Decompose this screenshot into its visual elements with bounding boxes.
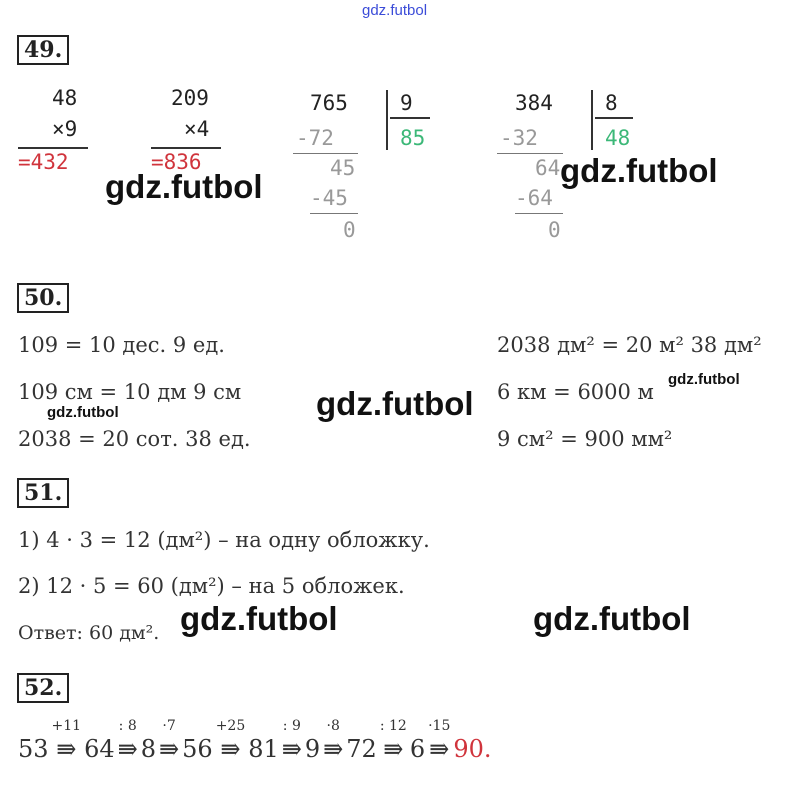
p50-left-line: 2038 = 20 сот. 38 ед.	[18, 427, 251, 451]
div1-dividend: 765	[310, 91, 348, 115]
arrow-icon: ⇛	[56, 735, 77, 763]
mult1-b: ×9	[52, 117, 78, 141]
operation-chain: 53 +11 ⇛ 64: 8 ⇛ 8·7 ⇛ 56 +25 ⇛ 81: 9 ⇛ 9·8 ⇛ 72: 12 ⇛ 6…	[18, 718, 492, 764]
watermark-top: gdz.futbol	[362, 2, 428, 19]
operation-label: : 8	[118, 718, 137, 734]
chain-result: 90.	[453, 735, 492, 763]
div2-sub1: -32	[500, 126, 538, 150]
arrow-icon: ⇛	[323, 735, 344, 763]
p50-right-line: 6 км = 6000 м	[497, 380, 654, 404]
p50-left-line: 109 см = 10 дм 9 см	[18, 380, 242, 404]
watermark: gdz.futbol	[105, 168, 263, 205]
transform-arrow: : 9 ⇛	[282, 718, 302, 764]
div2-divisor: 8	[605, 91, 618, 115]
watermark: gdz.futbol	[533, 600, 691, 637]
operation-label: : 12	[379, 718, 407, 734]
chain-number: 8	[140, 735, 157, 763]
mult2-a: 209	[171, 86, 209, 110]
div1-sub1: -72	[296, 126, 334, 150]
divider	[151, 147, 221, 149]
div1-rem1: 45	[330, 156, 356, 180]
arrow-icon: ⇛	[117, 735, 138, 763]
watermark: gdz.futbol	[668, 371, 740, 388]
mult1-a: 48	[52, 86, 78, 110]
transform-arrow: : 12 ⇛	[380, 718, 407, 764]
divider	[497, 153, 563, 154]
div1-quotient: 85	[400, 126, 426, 150]
watermark: gdz.futbol	[560, 152, 718, 189]
transform-arrow: ·8 ⇛	[323, 718, 343, 764]
transform-arrow: : 8 ⇛	[118, 718, 138, 764]
divider	[310, 213, 358, 214]
divider	[390, 117, 430, 119]
chain-number: 6	[409, 735, 426, 763]
div1-divisor: 9	[400, 91, 413, 115]
problem-number-49: 49.	[17, 35, 70, 65]
div2-dividend: 384	[515, 91, 553, 115]
div2-sub2: -64	[515, 186, 553, 210]
divider	[595, 117, 633, 119]
problem-number-51: 51.	[17, 478, 70, 508]
chain-number: 9	[304, 735, 321, 763]
arrow-icon: ⇛	[281, 735, 302, 763]
arrow-icon: ⇛	[220, 735, 241, 763]
div2-rem2: 0	[548, 218, 561, 242]
chain-number: 72	[346, 735, 377, 763]
divider	[293, 153, 358, 154]
div1-sub2: -45	[310, 186, 348, 210]
divider	[18, 147, 88, 149]
transform-arrow: +11 ⇛	[52, 718, 82, 764]
operation-label: ·7	[162, 718, 176, 734]
p51-line: 1) 4 · 3 = 12 (дм²) – на одну обложку.	[18, 528, 430, 552]
chain-number: 81	[248, 735, 279, 763]
div2-rem1: 64	[535, 156, 561, 180]
watermark: gdz.futbol	[180, 600, 338, 637]
p50-right-line: 9 см² = 900 мм²	[497, 427, 673, 451]
operation-label: : 9	[282, 718, 301, 734]
problem-number-52: 52.	[17, 673, 70, 703]
chain-number: 64	[84, 735, 115, 763]
watermark: gdz.futbol	[47, 404, 119, 421]
p50-right-line: 2038 дм² = 20 м² 38 дм²	[497, 333, 762, 357]
chain-number: 53	[18, 735, 49, 763]
transform-arrow: ·15 ⇛	[428, 718, 450, 764]
division-bar	[591, 90, 593, 150]
arrow-icon: ⇛	[159, 735, 180, 763]
p50-left-line: 109 = 10 дес. 9 ед.	[18, 333, 225, 357]
transform-arrow: +25 ⇛	[216, 718, 246, 764]
operation-label: ·15	[428, 718, 451, 734]
arrow-icon: ⇛	[429, 735, 450, 763]
divider	[515, 213, 563, 214]
division-bar	[386, 90, 388, 150]
transform-arrow: ·7 ⇛	[159, 718, 179, 764]
arrow-icon: ⇛	[383, 735, 404, 763]
operation-label: +11	[51, 718, 82, 734]
mult2-result: =836	[151, 150, 202, 174]
div1-rem2: 0	[343, 218, 356, 242]
mult2-b: ×4	[184, 117, 210, 141]
p51-line: 2) 12 · 5 = 60 (дм²) – на 5 обложек.	[18, 574, 405, 598]
mult1-result: =432	[18, 150, 69, 174]
operation-label: +25	[215, 718, 246, 734]
p51-answer: Ответ: 60 дм².	[18, 622, 160, 644]
chain-number: 56	[182, 735, 213, 763]
watermark: gdz.futbol	[316, 385, 474, 422]
operation-label: ·8	[326, 718, 340, 734]
div2-quotient: 48	[605, 126, 631, 150]
problem-number-50: 50.	[17, 283, 70, 313]
